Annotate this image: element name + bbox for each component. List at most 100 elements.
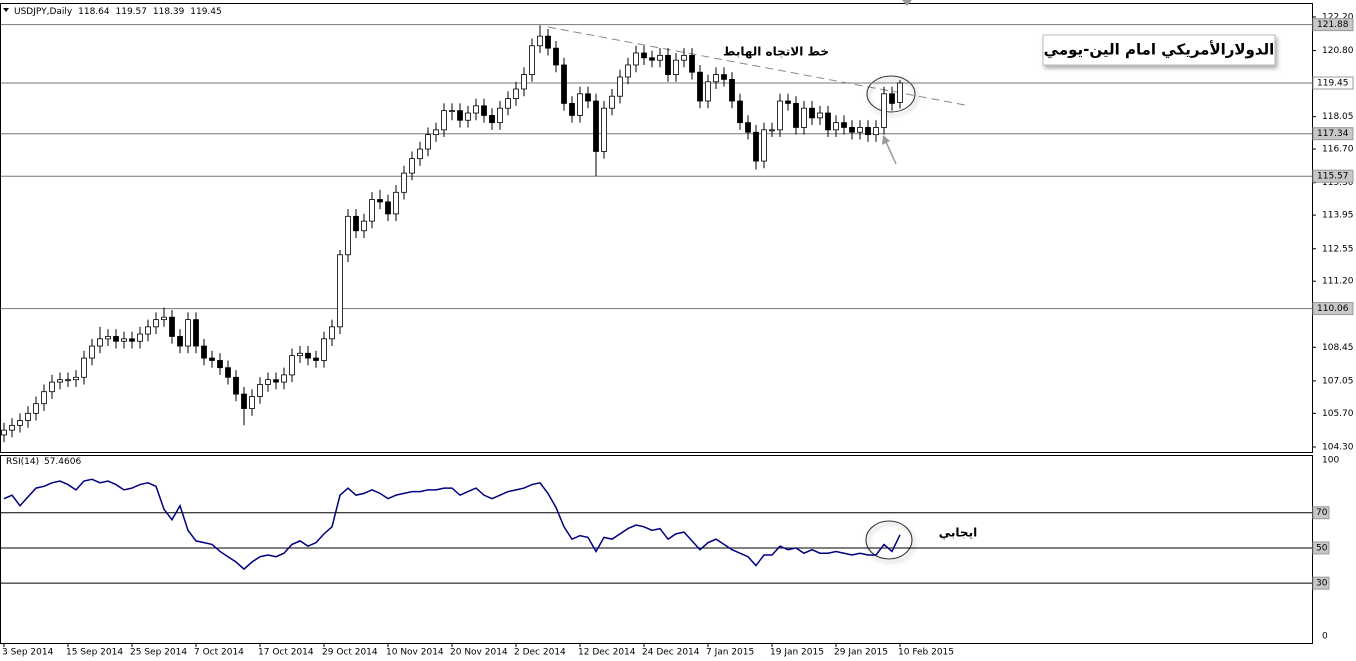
level-label: 50 [1316, 543, 1328, 553]
candle-body [305, 352, 311, 359]
candle-body [265, 379, 271, 385]
candle-body [817, 112, 823, 119]
level-label: 115.57 [1317, 172, 1349, 182]
candle-body [897, 82, 903, 103]
x-tick-label: 29 Oct 2014 [322, 648, 378, 658]
x-tick-label: 3 Sep 2014 [2, 648, 54, 658]
y-tick-label: 105.70 [1322, 409, 1354, 419]
candle-body [737, 100, 743, 124]
candle-body [65, 379, 71, 382]
candle-body [889, 93, 895, 104]
candle-body [713, 74, 719, 83]
candle-body [329, 326, 335, 340]
y-tick-label: 113.95 [1322, 211, 1354, 221]
candle-body [345, 215, 351, 256]
candle-body [561, 64, 567, 104]
y-tick-label: 112.55 [1322, 244, 1354, 254]
candle-body [385, 201, 391, 215]
level-label-box [1312, 76, 1354, 90]
level-label: 30 [1316, 579, 1328, 589]
candle-body [657, 54, 663, 61]
candle-body [425, 134, 431, 150]
highlight-ellipse [865, 520, 913, 560]
candle-body [233, 376, 239, 395]
candle-body [185, 319, 191, 347]
candle-body [377, 199, 383, 203]
candle-body [601, 107, 607, 152]
candle-body [529, 45, 535, 75]
candle-body [169, 316, 175, 337]
candle-body [633, 52, 639, 66]
price-panel [0, 3, 1313, 453]
candle-body [673, 59, 679, 75]
candle-body [489, 115, 495, 124]
candle-body [361, 220, 367, 232]
candle-body [777, 100, 783, 131]
x-tick-label: 24 Dec 2014 [642, 648, 700, 658]
candle-body [545, 35, 551, 49]
candle-body [873, 127, 879, 136]
candle-body [89, 345, 95, 359]
x-tick-label: 20 Nov 2014 [450, 648, 508, 658]
candle-body [249, 396, 255, 409]
ohlc-value: 119.45 [190, 7, 222, 17]
candle-body [745, 122, 751, 133]
y-tick-label: 116.70 [1322, 145, 1354, 155]
candle-body [321, 338, 327, 361]
rsi-title: RSI(14) [6, 457, 39, 467]
candle-body [289, 355, 295, 376]
level-label-box [1312, 506, 1330, 520]
candle-body [193, 319, 199, 347]
candle-body [569, 103, 575, 116]
candle-body [281, 374, 287, 383]
x-tick-label: 12 Dec 2014 [578, 648, 636, 658]
candle-body [113, 336, 119, 342]
candle-body [505, 98, 511, 109]
candle-body [753, 131, 759, 162]
y-tick-label: 100 [1322, 455, 1339, 465]
candle-body [273, 379, 279, 383]
candle-body [513, 88, 519, 100]
candle-body [665, 54, 671, 75]
y-tick-label: 120.80 [1322, 46, 1354, 56]
title-box [1042, 34, 1276, 66]
candle-body [625, 64, 631, 78]
candle-body [553, 47, 559, 66]
candle-body [25, 412, 31, 421]
rsi-line [3, 478, 901, 571]
candle-body [241, 393, 247, 409]
chart-title: USDJPY,Daily 118.64 119.57 118.39 119.45 [14, 7, 222, 17]
candle-body [577, 93, 583, 116]
chart-annotation-title: الدولارالأمريكي امام الين-يومي [1044, 41, 1275, 59]
candle-body [369, 199, 375, 222]
candle-body [697, 71, 703, 102]
candle-body [225, 367, 231, 378]
candle-body [81, 357, 87, 378]
arrow [885, 141, 897, 165]
candle-body [649, 57, 655, 61]
candle-body [481, 105, 487, 116]
y-tick-label: 0 [1322, 631, 1328, 641]
x-tick-label: 19 Jan 2015 [770, 648, 824, 658]
rsi-panel [0, 455, 1313, 644]
candle-body [585, 93, 591, 102]
candle-body [353, 215, 359, 232]
candle-body [865, 127, 871, 136]
candle-body [401, 172, 407, 193]
candle-body [393, 191, 399, 215]
candle-body [177, 336, 183, 347]
x-tick-label: 7 Jan 2015 [706, 648, 754, 658]
candle-body [201, 345, 207, 359]
chart-title: USDJPY,Daily [14, 7, 73, 17]
candle-body [145, 326, 151, 335]
y-tick-label: 111.20 [1322, 277, 1354, 287]
candle-body [497, 107, 503, 124]
candle-body [521, 74, 527, 90]
trend-line [547, 26, 966, 106]
candle-body [729, 78, 735, 102]
candle-body [449, 110, 455, 113]
y-tick-label: 118.05 [1322, 112, 1354, 122]
x-tick-label: 29 Jan 2015 [834, 648, 888, 658]
arrow-head [882, 135, 890, 145]
y-tick-label: 108.45 [1322, 343, 1354, 353]
